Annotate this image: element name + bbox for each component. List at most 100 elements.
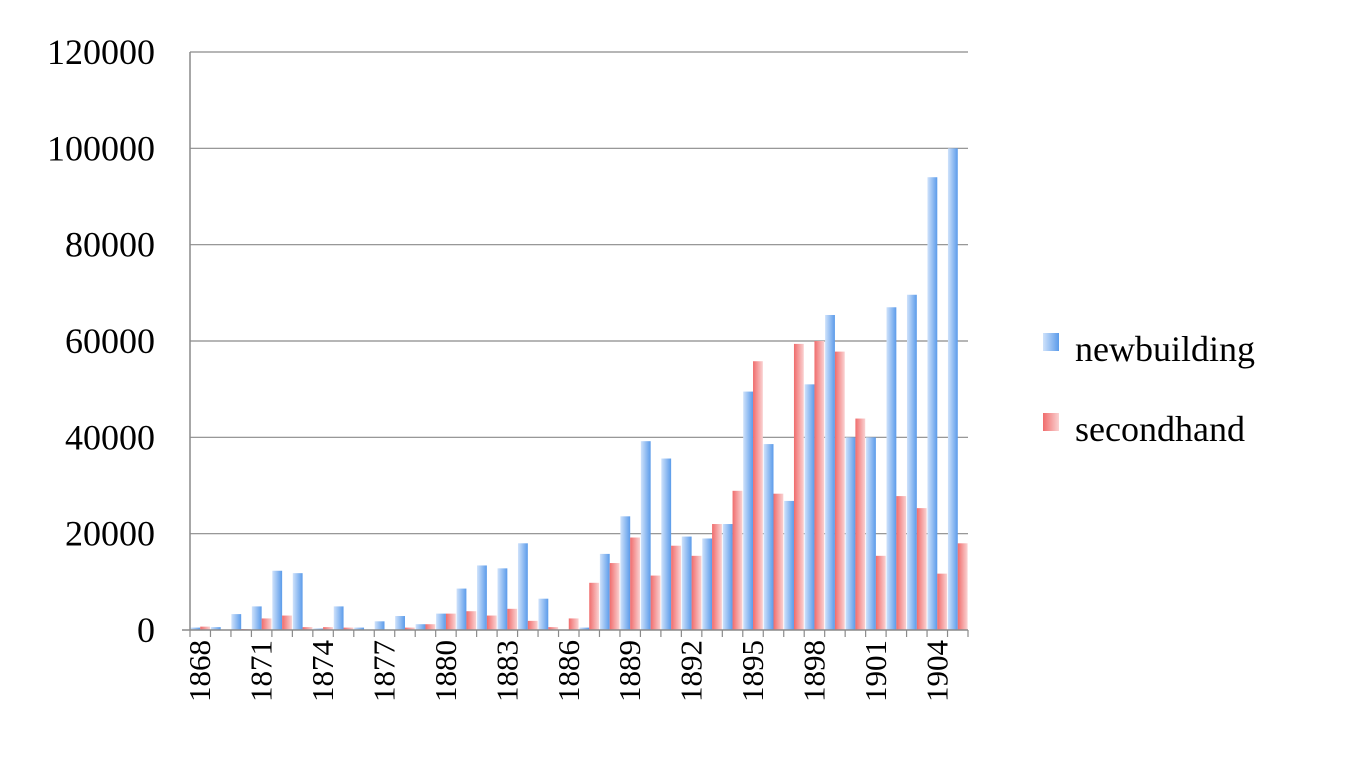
- bar-newbuilding-1869: [210, 627, 221, 630]
- bar-newbuilding-1891: [661, 458, 672, 630]
- y-tick-label: 0: [137, 610, 155, 650]
- bar-secondhand-1888: [609, 563, 620, 630]
- legend: newbuilding secondhand: [1043, 329, 1255, 449]
- bar-newbuilding-1892: [681, 536, 692, 630]
- x-axis-tick-labels: 1868 1871 1874 1877 1880 1883 1886 1889 1892 1895…: [182, 640, 954, 703]
- bar-newbuilding-1868: [190, 627, 201, 630]
- bar-secondhand-1889: [630, 537, 641, 630]
- bar-newbuilding-1885: [538, 598, 549, 630]
- bar-secondhand-1883: [507, 608, 518, 630]
- bar-newbuilding-1873: [292, 573, 303, 630]
- bar-secondhand-1903: [916, 508, 927, 630]
- x-tick-label: 1877: [367, 640, 402, 702]
- bar-newbuilding-1901: [866, 437, 876, 630]
- bar-newbuilding-1900: [845, 437, 856, 630]
- legend-label-newbuilding: newbuilding: [1075, 329, 1255, 369]
- x-tick-label: 1868: [182, 640, 217, 702]
- bar-newbuilding-1878: [395, 616, 405, 630]
- bar-secondhand-1905: [957, 543, 968, 630]
- x-tick-label: 1895: [735, 640, 770, 702]
- y-tick-label: 100000: [47, 128, 155, 168]
- bar-newbuilding-1905: [947, 148, 958, 630]
- bar-newbuilding-1870: [231, 614, 242, 630]
- bar-secondhand-1878: [404, 627, 415, 630]
- bar-newbuilding-1875: [333, 606, 344, 630]
- bar-secondhand-1880: [445, 613, 456, 630]
- bar-secondhand-1875: [343, 627, 354, 630]
- bar-newbuilding-1884: [517, 543, 528, 630]
- bar-newbuilding-1904: [927, 177, 938, 631]
- axes: [182, 52, 969, 637]
- bar-newbuilding-1887: [579, 627, 590, 630]
- bar-secondhand-1882: [486, 615, 497, 630]
- bar-secondhand-1898: [814, 341, 825, 630]
- bar-secondhand-1900: [855, 418, 866, 630]
- bar-newbuilding-1888: [599, 553, 610, 630]
- bar-secondhand-1896: [773, 493, 784, 630]
- bar-secondhand-1890: [650, 575, 661, 630]
- bar-newbuilding-1899: [825, 314, 835, 630]
- bar-secondhand-1885: [548, 627, 559, 630]
- bar-newbuilding-1871: [251, 606, 262, 630]
- bar-newbuilding-1879: [415, 624, 426, 630]
- bar-newbuilding-1898: [804, 384, 815, 630]
- bar-secondhand-1884: [527, 620, 538, 630]
- bar-newbuilding-1889: [620, 516, 631, 630]
- bar-secondhand-1873: [302, 627, 313, 630]
- bar-secondhand-1901: [875, 555, 886, 630]
- bar-secondhand-1895: [753, 361, 763, 630]
- legend-swatch-newbuilding: [1043, 333, 1059, 351]
- y-tick-label: 120000: [47, 32, 155, 72]
- legend-label-secondhand: secondhand: [1075, 409, 1245, 449]
- bar-secondhand-1871: [261, 618, 272, 630]
- x-tick-label: 1904: [919, 640, 954, 703]
- legend-swatch-secondhand: [1043, 413, 1059, 431]
- bar-secondhand-1881: [466, 611, 477, 630]
- y-axis-tick-labels: 0 20000 40000 60000 80000 100000 120000: [47, 32, 155, 650]
- bar-newbuilding-1880: [436, 613, 446, 630]
- bar-newbuilding-1883: [497, 568, 508, 630]
- bars: [190, 148, 968, 631]
- bar-newbuilding-1881: [456, 588, 467, 630]
- x-tick-label: 1871: [244, 640, 279, 702]
- bar-secondhand-1899: [834, 351, 845, 630]
- bar-secondhand-1892: [691, 555, 702, 630]
- bar-secondhand-1891: [671, 545, 681, 630]
- bar-newbuilding-1876: [354, 627, 365, 630]
- bar-newbuilding-1902: [886, 307, 897, 630]
- bar-newbuilding-1890: [640, 441, 651, 630]
- y-tick-label: 60000: [65, 321, 155, 361]
- x-tick-label: 1886: [551, 640, 586, 702]
- bar-newbuilding-1897: [784, 500, 794, 630]
- bar-secondhand-1902: [896, 496, 907, 630]
- bar-newbuilding-1877: [374, 621, 385, 630]
- bar-secondhand-1893: [712, 524, 722, 630]
- bar-secondhand-1872: [282, 615, 292, 630]
- bar-secondhand-1868: [200, 626, 211, 630]
- y-tick-label: 40000: [65, 417, 155, 457]
- y-tick-label: 80000: [65, 225, 155, 265]
- x-tick-label: 1883: [489, 640, 524, 702]
- bar-newbuilding-1903: [906, 294, 917, 630]
- x-tick-label: 1901: [858, 640, 893, 702]
- x-tick-label: 1898: [796, 640, 831, 702]
- bar-newbuilding-1893: [702, 538, 713, 630]
- x-tick-label: 1889: [612, 640, 647, 702]
- bar-newbuilding-1895: [743, 391, 754, 630]
- x-tick-label: 1874: [305, 640, 340, 703]
- bar-secondhand-1887: [589, 582, 600, 630]
- bar-secondhand-1879: [425, 624, 436, 630]
- bar-secondhand-1894: [732, 490, 743, 630]
- bar-secondhand-1886: [568, 618, 579, 630]
- x-tick-label: 1892: [674, 640, 709, 702]
- bar-newbuilding-1872: [272, 570, 283, 630]
- bar-newbuilding-1896: [763, 444, 774, 630]
- bar-secondhand-1874: [323, 627, 333, 630]
- bar-newbuilding-1894: [722, 524, 733, 630]
- y-tick-label: 20000: [65, 514, 155, 554]
- x-tick-label: 1880: [428, 640, 463, 702]
- bar-secondhand-1897: [793, 343, 804, 630]
- bar-newbuilding-1882: [477, 565, 487, 630]
- bar-secondhand-1904: [937, 573, 948, 630]
